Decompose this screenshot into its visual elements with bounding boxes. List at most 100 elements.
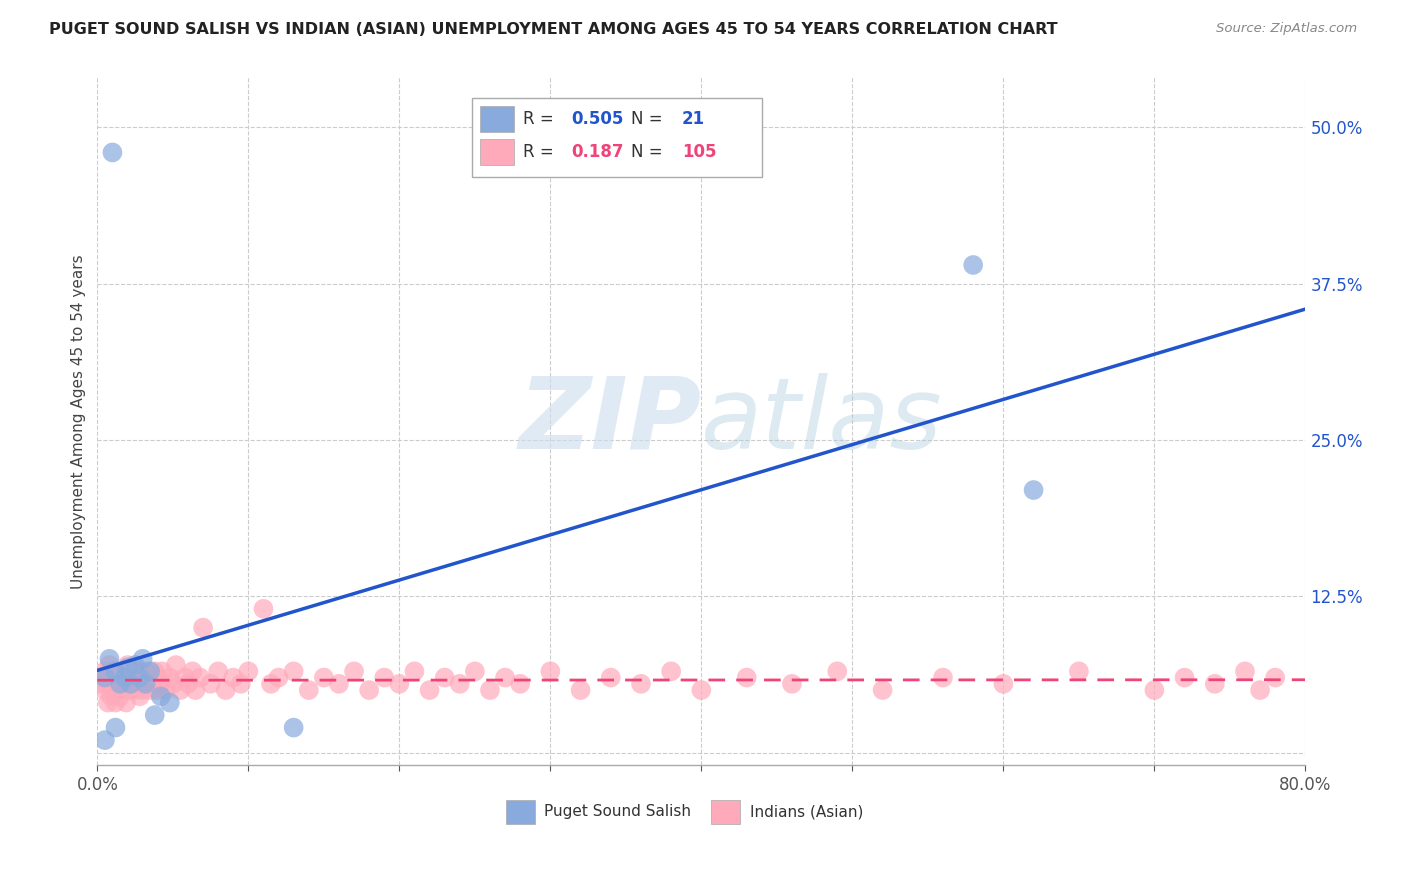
Point [114, 683, 136, 698]
Point [139, 683, 162, 698]
Point [343, 665, 366, 679]
Point [599, 671, 621, 685]
Point [1233, 665, 1256, 679]
Point [184, 683, 207, 698]
Point [101, 683, 124, 698]
Point [127, 671, 149, 685]
Point [174, 671, 197, 685]
Point [373, 671, 395, 685]
Point [155, 683, 177, 698]
Point [122, 671, 145, 685]
Point [735, 671, 758, 685]
Point [101, 145, 124, 160]
Point [131, 652, 153, 666]
Point [104, 721, 127, 735]
Text: Puget Sound Salish: Puget Sound Salish [544, 805, 692, 820]
Point [149, 690, 172, 704]
FancyBboxPatch shape [481, 138, 515, 165]
Point [1022, 483, 1045, 497]
Point [388, 677, 411, 691]
Point [139, 671, 162, 685]
Point [298, 683, 321, 698]
Point [98, 677, 121, 691]
Point [159, 671, 181, 685]
Point [124, 683, 146, 698]
Point [142, 677, 165, 691]
Point [146, 671, 169, 685]
Point [135, 677, 157, 691]
Point [150, 665, 173, 679]
Point [135, 677, 157, 691]
Point [162, 677, 184, 691]
Point [419, 683, 441, 698]
Y-axis label: Unemployment Among Ages 45 to 54 years: Unemployment Among Ages 45 to 54 years [72, 254, 86, 589]
Point [90, 677, 112, 691]
Point [118, 671, 141, 685]
Point [143, 708, 166, 723]
Point [104, 696, 127, 710]
Point [780, 677, 803, 691]
Text: ZIP: ZIP [519, 373, 702, 470]
Point [328, 677, 350, 691]
Point [94, 683, 117, 698]
Point [120, 677, 142, 691]
FancyBboxPatch shape [506, 800, 534, 823]
Point [143, 665, 166, 679]
Text: Indians (Asian): Indians (Asian) [749, 805, 863, 820]
Point [222, 671, 245, 685]
Point [108, 690, 131, 704]
Point [103, 665, 125, 679]
Text: 21: 21 [682, 110, 706, 128]
Point [94, 671, 117, 685]
Point [464, 665, 486, 679]
Text: N =: N = [631, 143, 668, 161]
Text: R =: R = [523, 110, 558, 128]
Point [128, 665, 150, 679]
Point [283, 721, 305, 735]
Point [117, 658, 139, 673]
Point [1143, 683, 1166, 698]
Point [114, 665, 136, 679]
Point [229, 677, 252, 691]
Point [128, 690, 150, 704]
Point [1067, 665, 1090, 679]
Point [124, 658, 146, 673]
Point [149, 677, 172, 691]
Point [509, 677, 531, 691]
Point [146, 683, 169, 698]
Point [630, 677, 652, 691]
Point [125, 677, 148, 691]
Point [124, 665, 146, 679]
Point [169, 683, 191, 698]
Point [827, 665, 849, 679]
Point [872, 683, 894, 698]
Point [538, 665, 561, 679]
Point [94, 733, 117, 747]
Point [569, 683, 592, 698]
Point [108, 665, 131, 679]
Point [312, 671, 335, 685]
FancyBboxPatch shape [711, 800, 740, 823]
Point [993, 677, 1015, 691]
FancyBboxPatch shape [481, 105, 515, 132]
Point [659, 665, 682, 679]
FancyBboxPatch shape [472, 98, 762, 178]
Point [96, 677, 118, 691]
Text: 0.505: 0.505 [571, 110, 623, 128]
Point [136, 665, 159, 679]
Point [105, 671, 128, 685]
Text: R =: R = [523, 143, 558, 161]
Point [104, 677, 127, 691]
Point [494, 671, 516, 685]
Point [97, 696, 120, 710]
Point [94, 665, 117, 679]
Point [177, 677, 200, 691]
Point [117, 677, 139, 691]
Point [181, 665, 204, 679]
Point [449, 677, 471, 691]
Point [104, 665, 127, 679]
Point [260, 677, 283, 691]
Text: 105: 105 [682, 143, 717, 161]
Point [478, 683, 501, 698]
Point [100, 690, 122, 704]
